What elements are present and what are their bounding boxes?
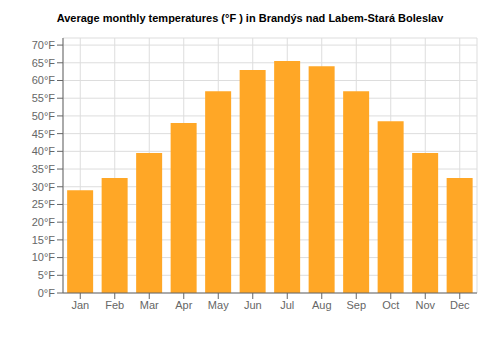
svg-text:Jan: Jan: [71, 299, 89, 311]
svg-text:40°F: 40°F: [32, 145, 56, 157]
svg-text:30°F: 30°F: [32, 181, 56, 193]
svg-text:May: May: [208, 299, 229, 311]
svg-text:Jul: Jul: [280, 299, 294, 311]
svg-text:55°F: 55°F: [32, 92, 56, 104]
svg-text:Sep: Sep: [346, 299, 366, 311]
svg-text:0°F: 0°F: [38, 287, 56, 299]
svg-text:Aug: Aug: [312, 299, 332, 311]
svg-text:Feb: Feb: [105, 299, 124, 311]
svg-text:Dec: Dec: [450, 299, 470, 311]
svg-text:Nov: Nov: [415, 299, 435, 311]
svg-text:Jun: Jun: [244, 299, 262, 311]
svg-text:60°F: 60°F: [32, 74, 56, 86]
svg-text:5°F: 5°F: [38, 269, 56, 281]
svg-text:45°F: 45°F: [32, 128, 56, 140]
svg-text:Mar: Mar: [140, 299, 159, 311]
svg-text:35°F: 35°F: [32, 163, 56, 175]
svg-text:50°F: 50°F: [32, 110, 56, 122]
svg-text:Oct: Oct: [382, 299, 399, 311]
html-text:Average monthly temperatures (: Average monthly temperatures (°F ) in Br…: [56, 12, 444, 24]
svg-text:20°F: 20°F: [32, 216, 56, 228]
svg-text:65°F: 65°F: [32, 57, 56, 69]
svg-text:10°F: 10°F: [32, 251, 56, 263]
svg-text:70°F: 70°F: [32, 39, 56, 51]
svg-text:15°F: 15°F: [32, 234, 56, 246]
svg-text:25°F: 25°F: [32, 198, 56, 210]
svg-text:Apr: Apr: [175, 299, 192, 311]
